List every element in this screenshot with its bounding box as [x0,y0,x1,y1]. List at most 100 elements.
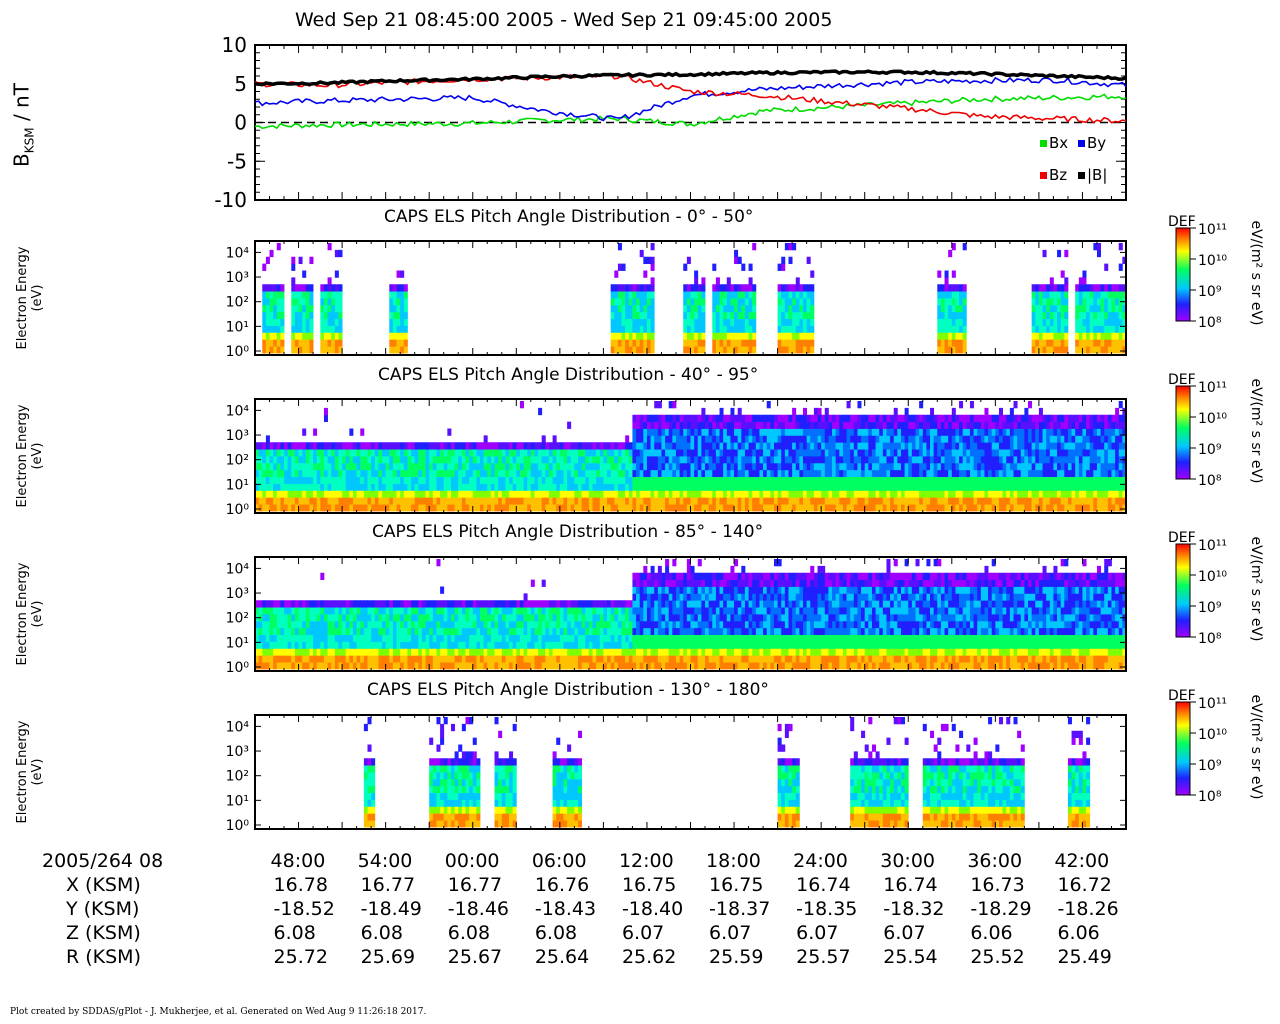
spectrogram-cell [922,462,927,471]
spectrogram-cell [1122,407,1127,416]
spectrogram-cell [1082,346,1087,354]
spectrogram-cell [1035,442,1040,450]
spectrogram-cell [719,428,724,436]
spectrogram-cell [403,346,408,354]
spectrogram-cell [1078,449,1083,457]
spectrogram-cell [1115,346,1120,354]
spectrogram-cell [345,490,350,498]
spectrogram-cell [614,318,619,326]
spectrogram-cell [904,456,909,464]
spectrogram-cell [349,504,354,512]
spectrogram-cell [418,483,423,491]
spectrogram-cell [933,483,938,491]
spectrogram-cell [766,497,771,505]
spectrogram-cell [744,325,749,333]
spectrogram-cell [770,435,775,443]
spectrogram-cell [400,648,405,656]
spectrogram-cell [962,490,967,498]
spectrogram-cell [875,476,880,484]
spectrogram-cell [559,449,564,457]
spectrogram-cell [331,476,336,484]
spectrogram-cell [991,469,996,478]
spectrogram-cell [552,490,557,498]
spectrogram-cell [276,298,281,306]
spectrogram-1-cells [262,243,1127,354]
spectrogram-cell [886,476,891,484]
spectrogram-cell [1093,428,1098,436]
spectrogram-cell [665,476,670,484]
spectrogram-cell [1104,421,1109,429]
spectrogram-cell [1009,421,1014,429]
spectrogram-cell [766,435,771,443]
spectrogram-cell [331,483,336,491]
spectrogram-cell [1122,339,1127,347]
spectrogram-cell [1028,504,1033,512]
spectrogram-cell [1049,421,1054,429]
spectrogram-cell [472,504,477,512]
spectrogram-cell [639,428,644,436]
spectrogram-cell [636,298,641,306]
spectrogram-cell [991,414,996,423]
spectrogram-cell [784,456,789,464]
spectrogram-cell [298,497,303,505]
spectrogram-cell [951,284,956,292]
spectrogram-cell [948,291,953,299]
spectrogram-cell [1111,449,1116,457]
spectrogram-cell [614,442,619,450]
spectrogram-cell [280,456,285,464]
spectrogram-cell [737,414,742,423]
spectrogram-cell [585,449,590,457]
spectrogram-cell [643,325,648,333]
spectrogram-cell [951,504,956,512]
spectrogram-cell [748,414,753,423]
spectrogram-cell [400,456,405,464]
spectrogram-cell [320,483,325,491]
spectrogram-cell [450,483,456,491]
spectrogram-cell [1100,318,1105,326]
spectrogram-cell [320,325,325,333]
spectrogram-cell [632,462,637,471]
spectrogram-cell [730,490,735,498]
spectrogram-cell [578,442,583,450]
spectrogram-cell [969,421,974,429]
spectrogram-cell [795,311,800,320]
spectrogram-cell [763,462,768,471]
spectrogram-cell [389,476,394,484]
spectrogram-cell [748,298,753,306]
spectrogram-cell [1122,442,1127,450]
spectrogram-cell [541,497,546,505]
spectrogram-cell [509,456,514,464]
spectrogram-cell [741,311,746,320]
spectrogram-cell [269,442,274,450]
spectrogram-cell [1049,504,1054,512]
spectrogram-cell [407,462,412,471]
spectrogram-cell [690,449,695,457]
spectrogram-cell [552,435,557,443]
spectrogram-cell [650,263,655,271]
spectrogram-cell [596,483,601,491]
spectrogram-cell [799,339,804,347]
spectrogram-cell [755,414,760,423]
spectrogram-cell [1024,497,1029,505]
spectrogram-cell [792,311,797,320]
spectrogram-cell [472,462,477,471]
spectrogram-cell [984,483,989,491]
spectrogram-cell [331,456,336,464]
spectrogram-cell [476,490,481,498]
spectrogram-cell [407,607,412,615]
spectrogram-cell [316,490,321,498]
spectrogram-cell [621,504,626,512]
spectrogram-cell [581,449,586,457]
spectrogram-cell [592,497,597,505]
spectrogram-cell [868,483,873,491]
spectrogram-cell [951,318,956,326]
spectrogram-cell [367,483,372,491]
spectrogram-cell [672,490,677,498]
spectrogram-cell [614,298,619,306]
spectrogram-cell [726,469,731,478]
spectrogram-cell [643,504,648,512]
spectrogram-cell [650,456,655,464]
spectrogram-cell [574,456,579,464]
spectrogram-cell [788,346,793,354]
